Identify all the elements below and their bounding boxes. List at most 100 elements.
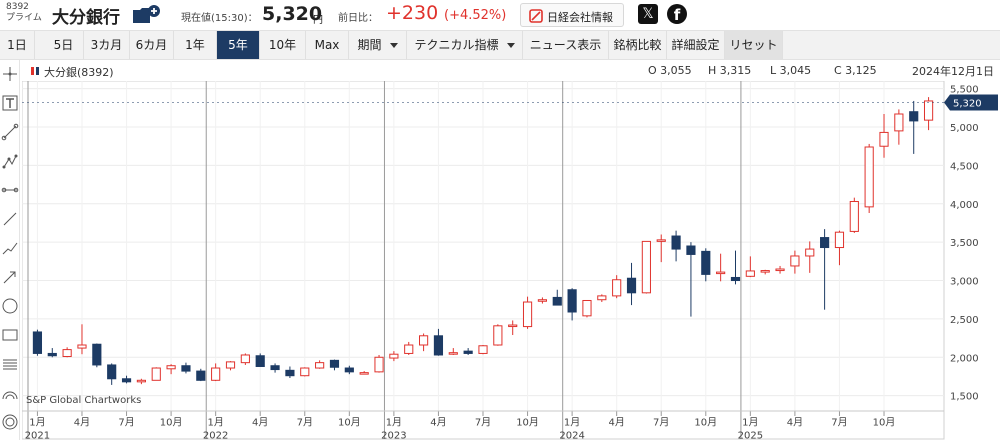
period-dropdown[interactable]: 期間 — [349, 31, 407, 59]
candle-body — [389, 353, 399, 359]
news-display-button[interactable]: ニュース表示 — [523, 31, 609, 59]
multi-point-icon[interactable] — [1, 152, 19, 170]
y-tick-label: 2,000 — [950, 353, 979, 364]
price-label: 現在値(15:30)： — [181, 13, 258, 24]
candle-body — [686, 245, 696, 255]
candle-body — [716, 271, 726, 275]
candle-body — [656, 239, 666, 242]
range-3m-button[interactable]: 3カ月 — [84, 31, 130, 59]
candle-body — [419, 335, 429, 346]
y-tick-label: 4,500 — [950, 161, 979, 172]
candle-body — [775, 268, 785, 272]
change-label: 前日比： — [338, 13, 378, 24]
chevron-down-icon — [389, 43, 398, 48]
year-label: 2021 — [25, 430, 50, 440]
candle-body — [121, 378, 132, 383]
candle-body — [255, 355, 265, 367]
candle-body — [62, 349, 72, 358]
candle-body — [626, 277, 637, 294]
x-tick-label: 7月 — [297, 416, 313, 428]
facebook-share-icon[interactable]: f — [667, 4, 687, 24]
candle-body — [329, 359, 340, 368]
candle-body — [612, 279, 622, 297]
line-icon[interactable] — [1, 210, 19, 228]
candle-body — [493, 325, 503, 346]
x-tick-label: 4月 — [74, 416, 90, 428]
arc-icon[interactable] — [1, 384, 19, 402]
nikkei-company-info-button[interactable]: 日経会社情報 — [520, 3, 624, 27]
candle-body — [32, 331, 43, 354]
drawing-tools-panel — [0, 60, 20, 440]
candlestick-chart[interactable]: 5,500 5,000 4,500 4,000 3,500 3,000 2,500 2,000… — [22, 81, 1000, 440]
price-unit: 円 — [313, 15, 323, 26]
candle-body — [760, 270, 770, 273]
range-5d-button[interactable]: 5日 — [44, 31, 84, 59]
candle-body — [211, 367, 221, 381]
x-tick-label: 10月 — [160, 416, 183, 428]
technical-indicators-dropdown[interactable]: テクニカル指標 — [407, 31, 523, 59]
reset-button[interactable]: リセット — [725, 31, 783, 59]
range-10y-button[interactable]: 10年 — [260, 31, 306, 59]
x-tick-label: 1月 — [207, 416, 223, 428]
x-share-icon[interactable]: 𝕏 — [638, 4, 658, 24]
candle-body — [196, 370, 206, 381]
candle-body — [463, 350, 473, 354]
x-tick-label: 7月 — [118, 416, 134, 428]
lines-icon[interactable] — [1, 355, 19, 373]
x-tick-label: 4月 — [252, 416, 268, 428]
candle-body — [745, 270, 755, 277]
add-to-folder-icon[interactable] — [132, 5, 162, 25]
range-1d-button[interactable]: 1日 — [0, 31, 35, 59]
candle-body — [879, 131, 889, 147]
y-tick-label: 1,500 — [950, 392, 979, 403]
x-tick-label: 4月 — [787, 416, 803, 428]
chart-credit: S&P Global Chartworks — [26, 395, 142, 406]
price-change-percent: (+4.52%) — [444, 8, 507, 23]
candle-body — [47, 352, 57, 357]
range-1y-button[interactable]: 1年 — [174, 31, 217, 59]
candle-body — [582, 299, 592, 317]
range-6m-button[interactable]: 6カ月 — [130, 31, 174, 59]
circle-icon[interactable] — [1, 297, 19, 315]
year-label: 2023 — [381, 430, 406, 440]
current-price-tag — [944, 94, 998, 111]
range-5y-button[interactable]: 5年 — [217, 31, 260, 59]
x-tick-label: 4月 — [430, 416, 446, 428]
text-icon[interactable] — [1, 94, 19, 112]
y-tick-label: 5,000 — [950, 123, 979, 134]
rectangle-icon[interactable] — [1, 326, 19, 344]
y-tick-label: 4,000 — [950, 200, 979, 211]
horizontal-ray-icon[interactable] — [1, 181, 19, 199]
chart-toolbar: 1日 5日 3カ月 6カ月 1年 5年 10年 Max 期間 テクニカル指標 ニ… — [0, 30, 1000, 60]
target-icon[interactable] — [1, 413, 19, 431]
legend-candle-icon — [31, 67, 39, 75]
candle-body — [433, 335, 444, 356]
year-label: 2022 — [203, 430, 228, 440]
nikkei-company-info-label: 日経会社情報 — [547, 11, 613, 24]
candle-body — [225, 361, 236, 369]
polyline-icon[interactable] — [1, 239, 19, 257]
candle-body — [478, 345, 488, 354]
range-max-button[interactable]: Max — [306, 31, 349, 59]
candle-body — [151, 367, 161, 381]
candle-body — [805, 248, 815, 257]
chevron-down-icon — [506, 43, 515, 48]
arrow-icon[interactable] — [1, 268, 19, 286]
candle-body — [448, 352, 458, 355]
candle-body — [701, 250, 711, 275]
candle-body — [404, 344, 414, 354]
trend-line-icon[interactable] — [1, 123, 19, 141]
candle-body — [107, 364, 117, 380]
stock-name: 大分銀行 — [52, 8, 120, 28]
crosshair-icon[interactable] — [1, 65, 19, 83]
y-tick-label: 2,500 — [950, 315, 979, 326]
candle-body — [849, 200, 859, 232]
quote-header: 8392 プライム 大分銀行 現在値(15:30)： 5,320 円 前日比： … — [0, 0, 1000, 30]
detail-settings-button[interactable]: 詳細設定 — [667, 31, 725, 59]
compare-stocks-button[interactable]: 銘柄比較 — [609, 31, 667, 59]
candle-body — [508, 324, 518, 328]
y-tick-label: 3,000 — [950, 277, 979, 288]
candle-body — [909, 111, 919, 122]
market-label: プライム — [6, 13, 42, 23]
candle-body — [641, 240, 651, 294]
